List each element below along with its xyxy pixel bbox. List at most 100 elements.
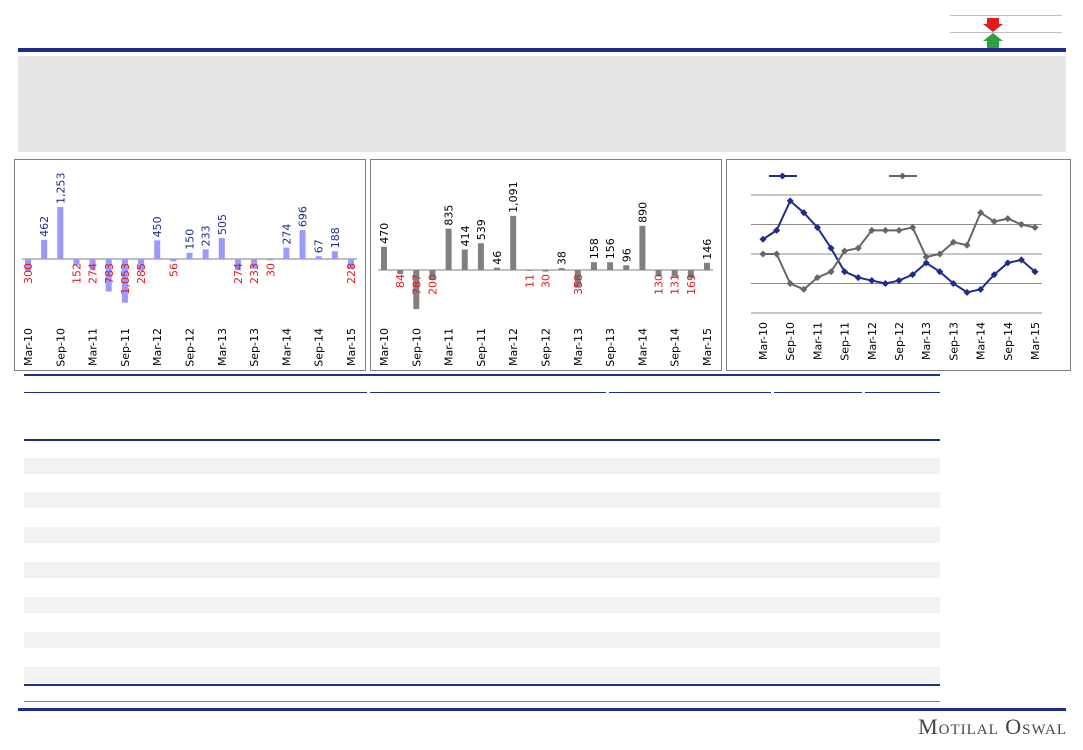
bar bbox=[671, 270, 678, 277]
tick-label: Mar-13 bbox=[920, 322, 933, 360]
data-label: 152 bbox=[70, 263, 83, 284]
data-label: 11 bbox=[523, 274, 536, 288]
bar bbox=[687, 270, 694, 279]
table-row bbox=[24, 527, 940, 543]
bar bbox=[397, 270, 404, 275]
data-label: 84 bbox=[394, 274, 407, 288]
tick-label: Mar-15 bbox=[701, 328, 714, 366]
tick-label: Sep-10 bbox=[784, 322, 797, 361]
bar bbox=[267, 259, 274, 261]
tick-label: Mar-14 bbox=[636, 328, 649, 366]
tick-label: Sep-13 bbox=[947, 322, 960, 361]
tick-label: Sep-11 bbox=[839, 322, 852, 361]
data-label: 233 bbox=[248, 263, 261, 284]
series-point bbox=[895, 277, 903, 285]
bar bbox=[170, 259, 177, 262]
data-label: 505 bbox=[216, 214, 229, 235]
chart-panel-2: 470 84 787 200 835 414 539 46 1,091 11 30 38 358 158 1… bbox=[370, 159, 722, 371]
tick-label: Sep-12 bbox=[184, 328, 197, 367]
table-row bbox=[24, 632, 940, 648]
series-point bbox=[854, 274, 862, 282]
table-header-rule bbox=[24, 439, 940, 441]
tick-label: Mar-12 bbox=[866, 322, 879, 360]
series-point bbox=[759, 250, 767, 258]
data-label: 890 bbox=[636, 202, 649, 223]
data-label: 56 bbox=[167, 263, 180, 277]
arrow-down-icon bbox=[983, 18, 1003, 32]
bar bbox=[105, 259, 112, 292]
bar bbox=[202, 249, 209, 259]
tick-label: Mar-10 bbox=[378, 328, 391, 366]
summary-banner bbox=[18, 56, 1066, 152]
data-label: 1,253 bbox=[54, 173, 67, 205]
bar bbox=[234, 259, 241, 271]
data-label: 274 bbox=[280, 224, 293, 245]
legend-marker bbox=[898, 172, 907, 180]
series-point bbox=[759, 235, 767, 243]
data-label: 539 bbox=[475, 219, 488, 240]
bar bbox=[154, 240, 161, 259]
chart-panel-3: Mar-10 Sep-10 Mar-11 Sep-11 Mar-12 Sep-12 Mar-… bbox=[726, 159, 1071, 371]
tick-label: Mar-12 bbox=[507, 328, 520, 366]
tick-label: Sep-11 bbox=[119, 328, 132, 367]
tick-label: Mar-15 bbox=[1029, 322, 1042, 360]
bar bbox=[89, 259, 96, 271]
tick-label: Mar-11 bbox=[443, 328, 456, 366]
tick-label: Mar-12 bbox=[151, 328, 164, 366]
data-label: 30 bbox=[264, 263, 277, 277]
tick-label: Mar-13 bbox=[572, 328, 585, 366]
arrow-up-icon bbox=[983, 33, 1003, 48]
tick-label: Mar-11 bbox=[87, 328, 100, 366]
bar bbox=[510, 215, 517, 270]
table-top-rule bbox=[24, 374, 940, 376]
bar bbox=[590, 262, 597, 270]
tick-label: Mar-11 bbox=[811, 322, 824, 360]
bar bbox=[558, 268, 565, 270]
table-group-rule bbox=[865, 392, 940, 393]
line-chart: Mar-10 Sep-10 Mar-11 Sep-11 Mar-12 Sep-12 Mar-… bbox=[751, 172, 1042, 361]
legend-marker bbox=[778, 172, 787, 180]
bar bbox=[25, 259, 31, 272]
series-point bbox=[827, 268, 835, 276]
bar bbox=[73, 259, 80, 266]
tick-label: Sep-14 bbox=[313, 328, 326, 367]
data-label: 188 bbox=[329, 227, 342, 248]
bar bbox=[429, 270, 436, 280]
data-label: 358 bbox=[572, 274, 585, 295]
data-label: 274 bbox=[87, 263, 100, 284]
data-label: 450 bbox=[151, 216, 164, 237]
bar bbox=[494, 267, 501, 270]
tick-label: Mar-14 bbox=[975, 322, 988, 360]
series-point bbox=[936, 250, 944, 258]
series-point bbox=[881, 279, 889, 288]
bar bbox=[121, 259, 128, 303]
brand-logo: Motilal Oswal bbox=[918, 714, 1067, 739]
bar bbox=[461, 249, 468, 270]
series-point bbox=[786, 279, 794, 288]
data-label: 158 bbox=[588, 238, 601, 259]
data-label: 470 bbox=[378, 223, 391, 244]
series-point bbox=[963, 288, 971, 296]
tick-label: Sep-12 bbox=[893, 322, 906, 361]
series-point bbox=[881, 226, 889, 234]
table-row bbox=[24, 492, 940, 508]
bar bbox=[186, 252, 193, 259]
bar bbox=[526, 270, 533, 271]
data-label: 150 bbox=[184, 229, 197, 250]
bar bbox=[315, 256, 322, 259]
tick-label: Sep-13 bbox=[604, 328, 617, 367]
data-label: 274 bbox=[232, 263, 245, 284]
data-label: 67 bbox=[313, 239, 326, 253]
series-point bbox=[990, 271, 998, 279]
bar bbox=[623, 265, 630, 270]
tick-label: Mar-10 bbox=[22, 328, 35, 366]
data-label: 462 bbox=[38, 216, 51, 237]
bar bbox=[574, 270, 581, 288]
table-row bbox=[24, 562, 940, 578]
data-label: 131 bbox=[669, 274, 682, 295]
data-label: 146 bbox=[701, 239, 714, 260]
series-point bbox=[963, 241, 971, 249]
data-label: 300 bbox=[22, 263, 35, 284]
